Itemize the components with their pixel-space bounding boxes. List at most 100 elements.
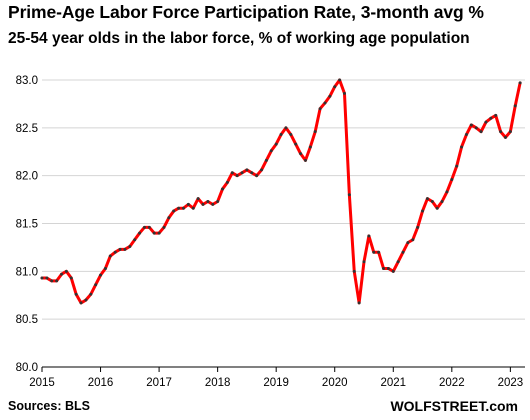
data-point [103,266,107,270]
data-point [338,78,342,82]
data-point [489,116,493,120]
data-point [464,133,468,137]
data-point [284,126,288,130]
data-point [450,177,454,181]
data-point [94,283,98,287]
data-point [499,130,503,134]
data-point [333,85,337,89]
data-point [503,135,507,139]
data-point [113,250,117,254]
data-point [411,238,415,242]
data-point [89,292,93,296]
data-point [391,269,395,273]
data-point [425,197,429,201]
data-point [162,225,166,229]
data-point [79,301,83,305]
x-tick-label: 2017 [146,377,172,389]
data-point [279,133,283,137]
data-point [445,190,449,194]
data-point [55,279,59,283]
data-point [479,130,483,134]
x-tick-label: 2015 [29,377,55,389]
data-point [352,269,356,273]
x-axis-tick-labels: 2015 2016 2017 2018 2019 2020 2021 2022 2023 [29,367,523,389]
data-point [382,266,386,270]
y-tick-label: 83.0 [16,75,38,87]
data-point [64,269,68,273]
data-point [416,225,420,229]
data-point [342,91,346,95]
data-point [60,272,64,276]
data-point [455,164,459,168]
source-label: Sources: BLS [8,399,90,413]
data-point [221,187,225,191]
data-point [142,225,146,229]
data-point [367,234,371,238]
data-point [138,231,142,235]
x-tick-label: 2022 [439,377,465,389]
data-point [260,168,264,172]
y-tick-label: 80.0 [16,362,38,374]
data-point [294,142,298,146]
x-tick-label: 2018 [205,377,231,389]
x-tick-label: 2023 [498,377,524,389]
x-tick-label: 2019 [263,377,289,389]
data-point [357,301,361,305]
data-point [157,231,161,235]
data-point [308,145,312,149]
y-tick-label: 82.5 [16,123,38,135]
data-point [167,216,171,220]
data-point [269,149,273,153]
data-point [123,247,127,251]
data-point [69,276,73,280]
data-point [372,250,376,254]
data-point [211,202,215,206]
y-tick-label: 80.5 [16,314,38,326]
y-tick-label: 82.0 [16,171,38,183]
data-point [347,193,351,197]
data-point [318,107,322,111]
grid-lines [42,79,525,320]
data-point [513,104,517,108]
data-point [435,206,439,210]
data-point [50,279,54,283]
data-point [474,126,478,130]
data-point [84,298,88,302]
data-point [274,142,278,146]
data-point [235,174,239,178]
data-point [508,130,512,134]
data-point [118,247,122,251]
data-point [240,171,244,175]
data-point [328,94,332,98]
data-point [172,209,176,213]
data-point [152,231,156,235]
data-point [255,174,259,178]
data-point [74,292,78,296]
data-point [264,158,268,162]
chart-title: Prime-Age Labor Force Participation Rate… [8,2,484,22]
data-point [430,200,434,203]
data-point [250,171,254,175]
data-point [45,276,49,280]
series-line [40,78,522,305]
y-tick-label: 81.0 [16,266,38,278]
data-point [216,200,220,203]
data-point [401,250,405,254]
data-point [201,202,205,206]
data-point [147,225,151,229]
series-participation-rate [40,78,522,305]
data-point [362,260,366,264]
data-point [177,206,181,210]
data-point [323,101,327,105]
data-point [440,200,444,203]
data-point [133,238,137,242]
data-point [303,158,307,162]
data-point [460,145,464,149]
data-point [108,254,112,258]
data-point [196,197,200,201]
brand-label: WOLFSTREET.com [390,398,518,414]
data-point [191,206,195,210]
data-point [289,133,293,137]
x-tick-label: 2021 [380,377,406,389]
